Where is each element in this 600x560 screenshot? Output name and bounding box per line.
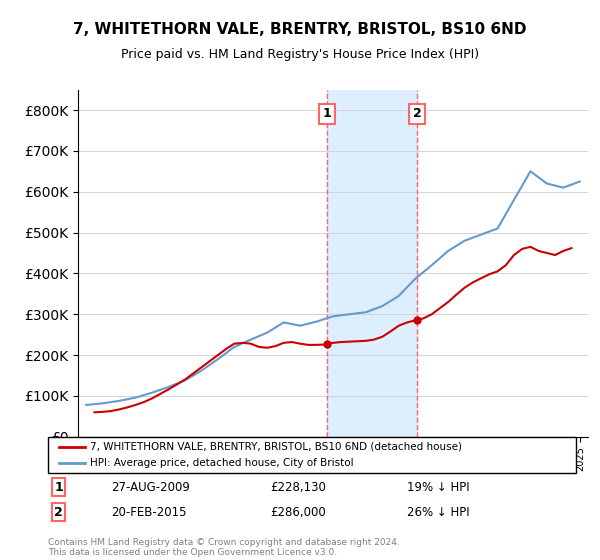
Text: 2: 2: [54, 506, 63, 519]
Text: 27-AUG-2009: 27-AUG-2009: [112, 480, 190, 493]
Text: 1: 1: [54, 480, 63, 493]
Text: 7, WHITETHORN VALE, BRENTRY, BRISTOL, BS10 6ND: 7, WHITETHORN VALE, BRENTRY, BRISTOL, BS…: [73, 22, 527, 38]
Text: 1: 1: [323, 108, 332, 120]
Text: 26% ↓ HPI: 26% ↓ HPI: [407, 506, 470, 519]
Text: Contains HM Land Registry data © Crown copyright and database right 2024.
This d: Contains HM Land Registry data © Crown c…: [48, 538, 400, 557]
Text: HPI: Average price, detached house, City of Bristol: HPI: Average price, detached house, City…: [90, 458, 354, 468]
FancyBboxPatch shape: [48, 437, 576, 473]
Text: Price paid vs. HM Land Registry's House Price Index (HPI): Price paid vs. HM Land Registry's House …: [121, 48, 479, 60]
Bar: [327, 90, 417, 437]
Text: 2: 2: [413, 108, 422, 120]
Text: 19% ↓ HPI: 19% ↓ HPI: [407, 480, 470, 493]
Text: £228,130: £228,130: [270, 480, 326, 493]
Text: 7, WHITETHORN VALE, BRENTRY, BRISTOL, BS10 6ND (detached house): 7, WHITETHORN VALE, BRENTRY, BRISTOL, BS…: [90, 442, 462, 452]
Text: £286,000: £286,000: [270, 506, 326, 519]
Text: 20-FEB-2015: 20-FEB-2015: [112, 506, 187, 519]
